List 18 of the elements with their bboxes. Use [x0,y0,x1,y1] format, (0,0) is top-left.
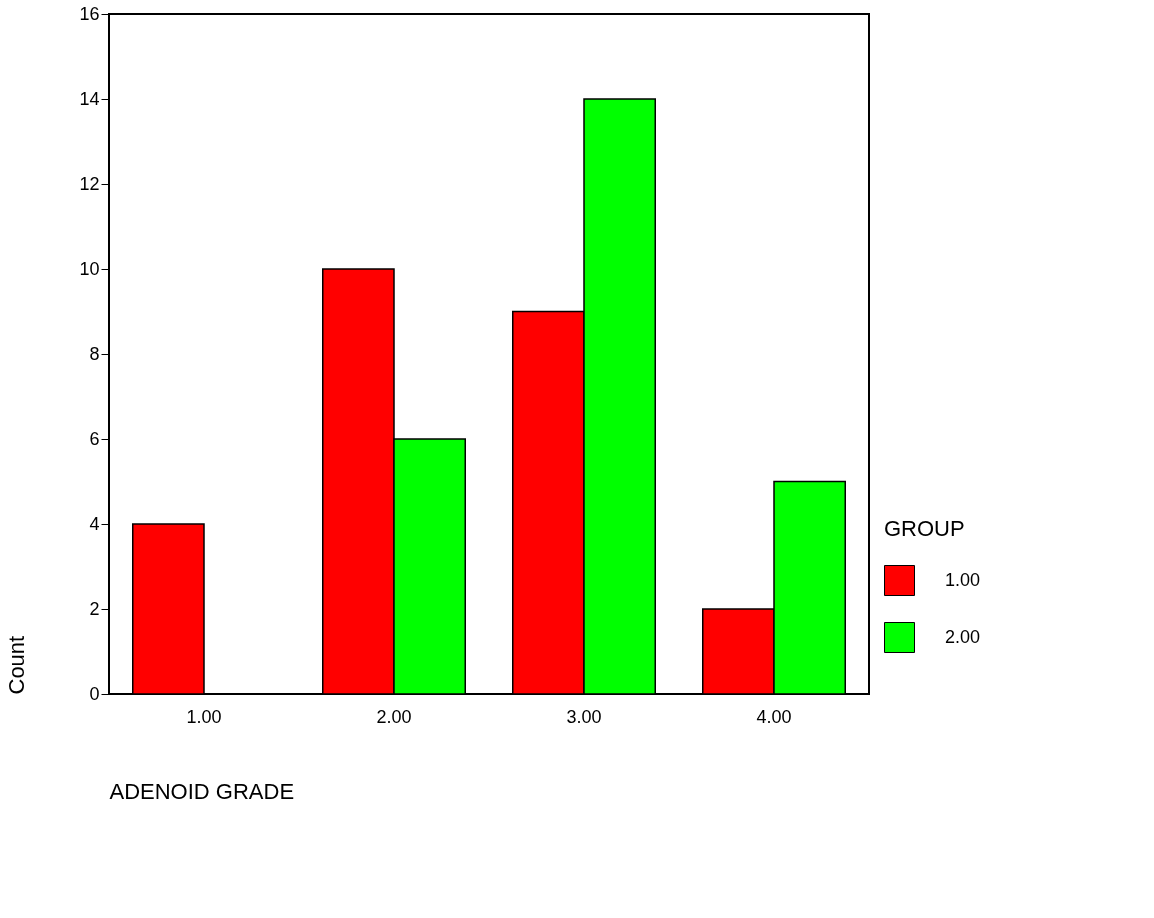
legend-title: GROUP [884,516,965,541]
y-axis-title: Count [4,635,30,695]
legend-label: 1.00 [945,569,981,590]
legend-label: 2.00 [945,626,981,647]
y-tick-label: 10 [79,258,100,279]
y-tick-label: 8 [89,343,100,364]
y-tick-label: 0 [89,683,100,704]
y-tick-label: 16 [79,3,100,24]
y-tick-label: 14 [79,88,100,109]
y-tick-label: 6 [89,428,100,449]
y-tick-label: 12 [79,173,100,194]
x-axis-title: ADENOID GRADE [109,778,295,804]
x-tick-label: 2.00 [376,706,412,727]
y-tick-label: 2 [89,598,100,619]
y-tick-label: 4 [89,513,100,534]
x-tick-label: 3.00 [566,706,602,727]
x-tick-label: 1.00 [186,706,222,727]
x-tick-label: 4.00 [756,706,792,727]
